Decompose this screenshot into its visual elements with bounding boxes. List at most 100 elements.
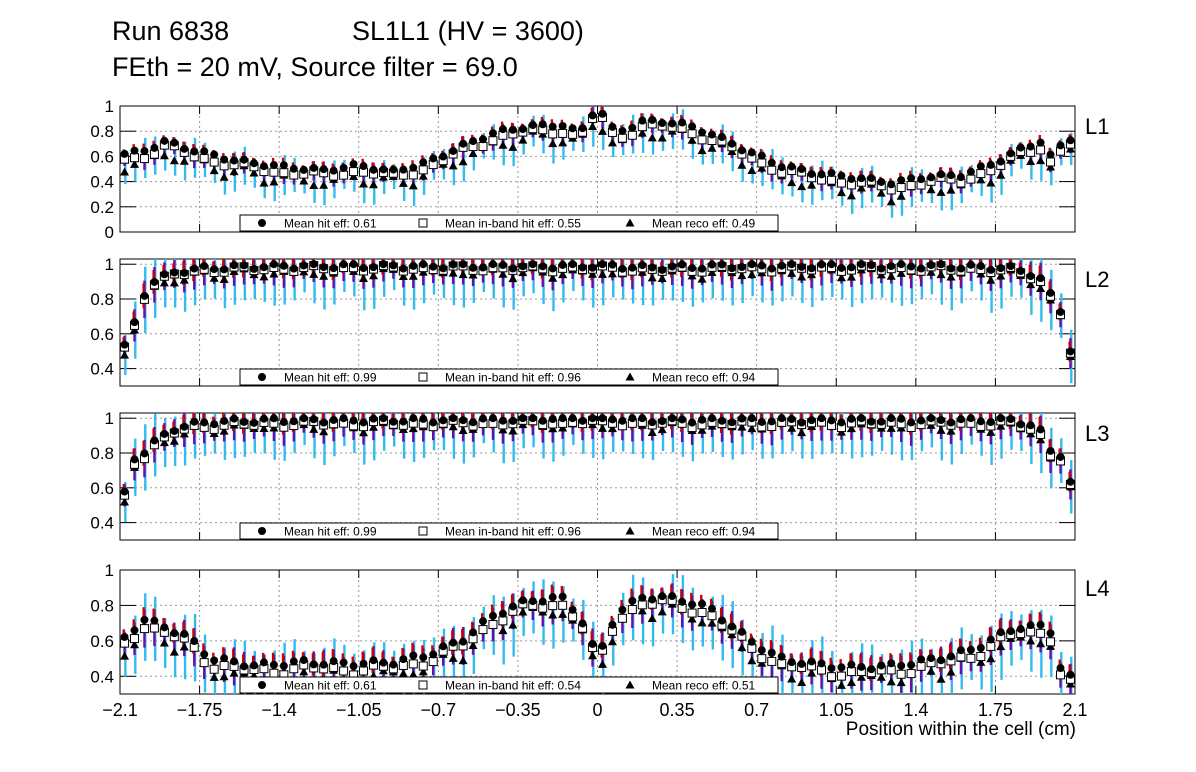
reco-eff-marker — [737, 422, 747, 431]
hit-eff-marker — [1066, 136, 1075, 145]
reco-eff-marker — [249, 168, 259, 177]
hit-eff-marker — [787, 415, 796, 424]
hit-eff-marker — [986, 635, 995, 644]
hit-eff-marker — [747, 148, 756, 157]
hit-eff-marker — [289, 657, 298, 666]
hit-eff-marker — [807, 264, 816, 273]
hit-eff-marker — [329, 415, 338, 424]
hit-eff-marker — [568, 605, 577, 614]
hit-eff-marker — [946, 418, 955, 427]
hit-eff-marker — [777, 261, 786, 270]
hit-eff-marker — [946, 264, 955, 273]
hit-eff-marker — [917, 264, 926, 273]
hit-eff-marker — [528, 597, 537, 606]
hit-eff-marker — [150, 616, 159, 625]
hit-eff-marker — [180, 144, 189, 153]
hit-eff-marker — [379, 165, 388, 174]
hit-eff-marker — [329, 166, 338, 175]
legend-hit-marker — [258, 219, 266, 227]
inband-eff-marker — [697, 135, 707, 145]
hit-eff-marker — [727, 418, 736, 427]
hit-eff-marker — [668, 119, 677, 128]
reco-eff-marker — [508, 274, 518, 283]
hit-eff-marker — [1066, 670, 1075, 679]
hit-eff-marker — [966, 414, 975, 423]
legend-entry: Mean hit eff: 0.99 — [284, 525, 377, 539]
hit-eff-marker — [319, 263, 328, 272]
inband-eff-marker — [617, 613, 627, 623]
hit-eff-marker — [249, 661, 258, 670]
legend-inband-marker — [418, 218, 428, 228]
hit-eff-marker — [170, 629, 179, 638]
hit-eff-marker — [996, 157, 1005, 166]
reco-eff-marker — [169, 436, 179, 445]
hit-eff-marker — [757, 151, 766, 160]
reco-eff-marker — [657, 274, 667, 283]
reco-eff-marker — [657, 425, 667, 434]
hit-eff-marker — [220, 265, 229, 274]
hit-eff-marker — [409, 163, 418, 172]
hit-eff-marker — [708, 414, 717, 423]
reco-eff-marker — [757, 163, 767, 172]
hit-eff-marker — [927, 173, 936, 182]
x-tick-label: −0.35 — [495, 700, 541, 720]
reco-eff-marker — [797, 677, 807, 686]
hit-eff-marker — [240, 155, 249, 164]
hit-eff-marker — [160, 623, 169, 632]
reco-eff-marker — [219, 426, 229, 435]
reco-eff-marker — [707, 143, 717, 152]
inband-eff-marker — [966, 174, 976, 184]
hit-eff-marker — [578, 619, 587, 628]
reco-eff-marker — [886, 197, 896, 206]
inband-eff-marker — [209, 664, 219, 674]
reco-eff-marker — [856, 183, 866, 192]
hit-eff-marker — [966, 167, 975, 176]
legend-reco-marker — [625, 526, 635, 535]
hit-eff-marker — [240, 662, 249, 671]
y-tick-label: 0.8 — [90, 122, 114, 141]
hit-eff-marker — [200, 418, 209, 427]
hit-eff-marker — [658, 417, 667, 426]
hit-eff-marker — [459, 260, 468, 269]
inband-eff-marker — [757, 654, 767, 664]
hit-eff-marker — [578, 416, 587, 425]
hit-eff-marker — [220, 416, 229, 425]
reco-eff-marker — [159, 278, 169, 287]
hit-eff-marker — [369, 656, 378, 665]
hit-eff-marker — [538, 597, 547, 606]
inband-eff-marker — [777, 659, 787, 669]
y-tick-label: 0.6 — [90, 325, 114, 344]
hit-eff-marker — [299, 414, 308, 423]
reco-eff-marker — [946, 426, 956, 435]
hit-eff-marker — [1026, 142, 1035, 151]
inband-eff-marker — [488, 620, 498, 630]
hit-eff-marker — [349, 416, 358, 425]
hit-eff-marker — [349, 160, 358, 169]
panel-label-l1: L1 — [1085, 114, 1110, 139]
inband-eff-marker — [269, 668, 279, 678]
inband-eff-marker — [408, 170, 418, 180]
hit-eff-marker — [996, 628, 1005, 637]
reco-eff-marker — [876, 188, 886, 197]
hit-eff-marker — [747, 414, 756, 423]
hit-eff-marker — [548, 122, 557, 131]
hit-eff-marker — [598, 260, 607, 269]
reco-eff-marker — [219, 172, 229, 181]
hit-eff-marker — [449, 414, 458, 423]
reco-eff-marker — [508, 426, 518, 435]
reco-eff-marker — [1036, 283, 1046, 292]
hit-eff-marker — [618, 416, 627, 425]
hit-eff-marker — [608, 620, 617, 629]
reco-eff-marker — [607, 637, 617, 646]
hit-eff-marker — [180, 629, 189, 638]
hit-eff-marker — [279, 662, 288, 671]
hit-eff-marker — [937, 656, 946, 665]
legend-hit-marker — [258, 527, 266, 535]
reco-eff-marker — [597, 269, 607, 278]
reco-eff-marker — [926, 185, 936, 194]
hit-eff-marker — [130, 455, 139, 464]
hit-eff-marker — [688, 264, 697, 273]
hit-eff-marker — [976, 417, 985, 426]
hit-eff-marker — [857, 260, 866, 269]
hit-eff-marker — [638, 593, 647, 602]
